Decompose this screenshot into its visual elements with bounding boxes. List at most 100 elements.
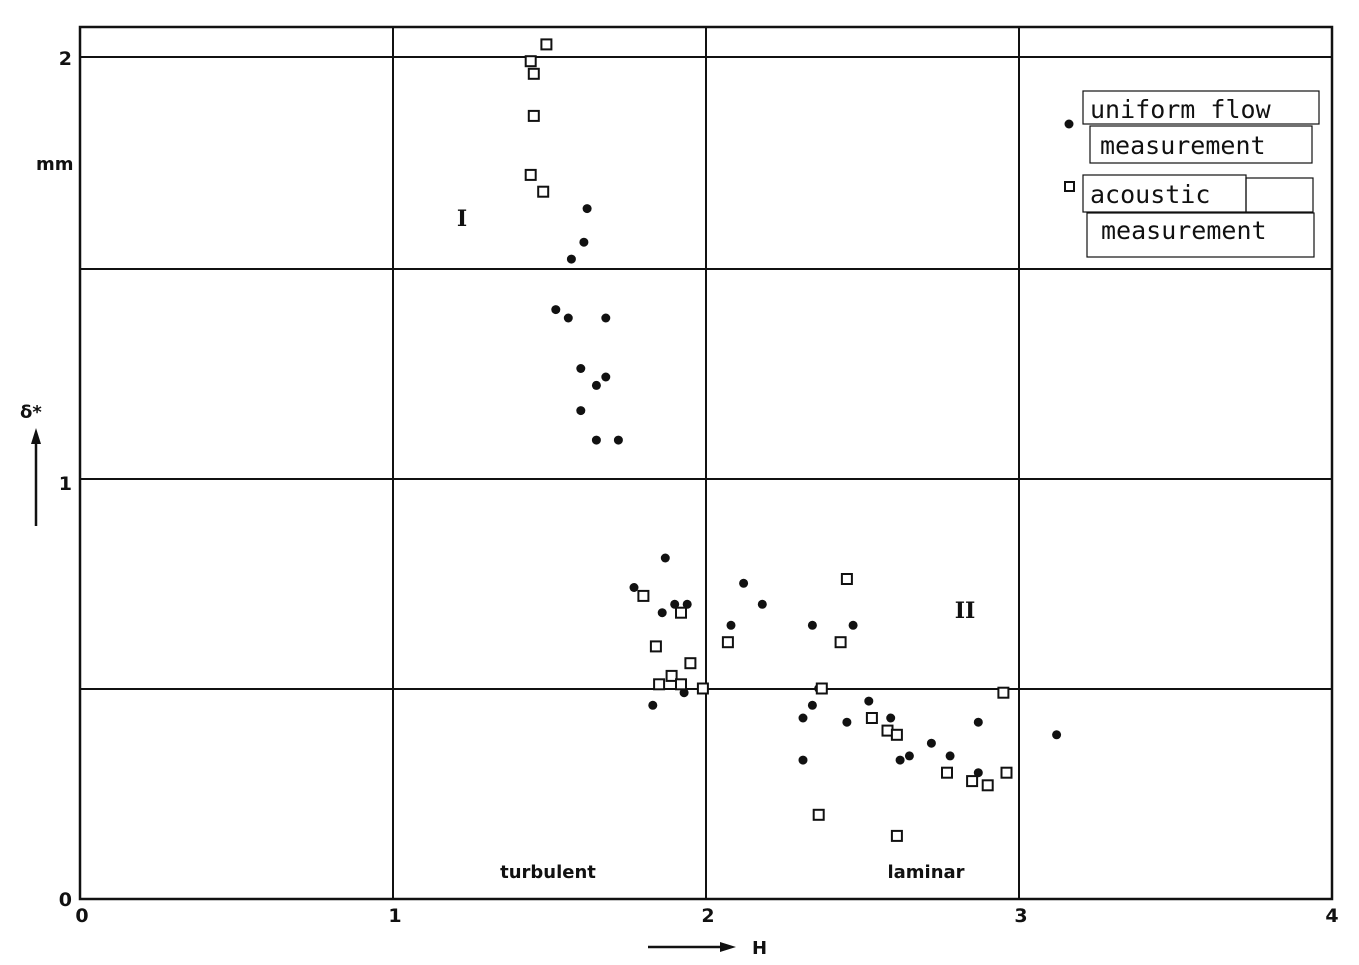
data-point-uniform-flow (670, 599, 680, 609)
data-point-uniform-flow (601, 372, 611, 382)
data-point-uniform-flow (807, 620, 817, 630)
data-point-uniform-flow (576, 406, 586, 416)
y-tick-label: 1 (59, 473, 72, 495)
legend-label: measurement (1100, 131, 1266, 160)
annotations: I II turbulent laminar (457, 206, 975, 883)
data-point-uniform-flow (807, 700, 817, 710)
region-label-1: I (457, 206, 467, 232)
data-point-acoustic (696, 682, 709, 695)
x-axis-label-group: H (648, 938, 767, 959)
data-point-uniform-flow (591, 380, 601, 390)
data-point-acoustic (941, 766, 953, 779)
data-point-uniform-flow (682, 599, 692, 609)
data-point-uniform-flow (973, 768, 983, 778)
legend-label: measurement (1101, 216, 1267, 245)
data-point-uniform-flow (660, 553, 670, 563)
data-point-uniform-flow (613, 435, 623, 445)
data-point-uniform-flow (739, 578, 749, 588)
x-tick-labels: 0 1 2 3 4 (75, 905, 1338, 927)
data-point-uniform-flow (591, 435, 601, 445)
data-point-acoustic (981, 779, 994, 792)
data-point-uniform-flow (582, 204, 592, 214)
data-point-acoustic (665, 669, 678, 682)
data-point-acoustic (537, 185, 550, 198)
y-tick-labels: 0 1 2 mm (36, 48, 74, 911)
x-axis-arrow-head (720, 942, 736, 952)
data-point-uniform-flow (1052, 730, 1062, 740)
data-point-acoustic (649, 640, 662, 653)
zone-label-turbulent: turbulent (500, 862, 596, 883)
data-point-uniform-flow (601, 313, 611, 323)
legend-label-box (1089, 125, 1313, 164)
data-point-uniform-flow (895, 755, 905, 765)
data-point-acoustic (815, 682, 828, 695)
data-point-uniform-flow (904, 751, 914, 761)
data-point-acoustic (524, 168, 537, 181)
data-point-acoustic (684, 657, 697, 670)
legend-label-box (1086, 212, 1315, 258)
data-point-uniform-flow (848, 620, 858, 630)
data-point-uniform-flow (563, 313, 573, 323)
legend-label-box (1082, 90, 1320, 125)
data-point-acoustic (653, 678, 666, 691)
data-point-uniform-flow (551, 305, 561, 315)
y-axis-label-group: δ* (20, 402, 42, 526)
data-point-uniform-flow (579, 237, 589, 247)
x-tick-label: 2 (701, 905, 714, 927)
data-point-acoustic (890, 829, 903, 842)
data-point-uniform-flow (679, 688, 689, 698)
legend-label-box (1245, 177, 1314, 213)
data-point-acoustic (540, 38, 553, 51)
data-point-acoustic (997, 686, 1010, 699)
y-axis-unit: mm (36, 154, 74, 175)
data-point-acoustic (1000, 766, 1013, 779)
data-point-uniform-flow (842, 717, 852, 727)
data-point-uniform-flow (864, 696, 874, 706)
data-point-acoustic (890, 728, 903, 741)
zone-label-laminar: laminar (887, 862, 964, 883)
x-tick-label: 0 (75, 905, 88, 927)
data-point-acoustic (527, 109, 540, 122)
legend-marker-open-square (1064, 181, 1075, 192)
data-point-acoustic (966, 775, 979, 788)
legend-label: acoustic (1090, 180, 1210, 209)
region-label-2: II (955, 598, 976, 624)
data-point-acoustic (834, 636, 847, 649)
data-point-acoustic (675, 678, 687, 691)
legend-marker-filled-circle (1064, 119, 1074, 129)
data-point-uniform-flow (973, 717, 983, 727)
data-point-acoustic (527, 67, 540, 80)
x-axis-label: H (752, 938, 767, 959)
data-point-uniform-flow (657, 608, 667, 618)
data-point-uniform-flow (798, 755, 808, 765)
legend-label: uniform flow (1090, 95, 1272, 124)
data-point-uniform-flow (886, 713, 896, 723)
data-point-acoustic (840, 573, 853, 585)
plot-frame (78, 25, 1334, 901)
x-tick-label: 1 (388, 905, 401, 927)
data-point-uniform-flow (945, 751, 955, 761)
data-point-acoustic (524, 55, 537, 68)
y-axis-label: δ* (20, 402, 42, 423)
legend: uniform flow measurement acoustic measur… (1064, 90, 1320, 258)
data-point-uniform-flow (648, 700, 658, 710)
data-point-uniform-flow (798, 713, 808, 723)
x-tick-label: 4 (1325, 905, 1338, 927)
data-point-uniform-flow (629, 583, 639, 592)
data-points (524, 38, 1062, 842)
data-point-acoustic (812, 808, 825, 821)
data-point-acoustic (721, 636, 734, 649)
data-point-uniform-flow (576, 364, 586, 373)
y-tick-label: 0 (59, 889, 72, 911)
data-point-uniform-flow (566, 254, 576, 264)
data-point-acoustic (675, 606, 687, 619)
data-point-acoustic (865, 712, 878, 724)
y-tick-label: 2 (59, 48, 72, 70)
data-point-uniform-flow (757, 599, 767, 609)
data-point-uniform-flow (926, 738, 936, 748)
data-point-acoustic (637, 589, 650, 602)
data-point-uniform-flow (726, 620, 736, 630)
y-axis-arrow-head (31, 428, 41, 444)
x-tick-label: 3 (1014, 905, 1027, 927)
